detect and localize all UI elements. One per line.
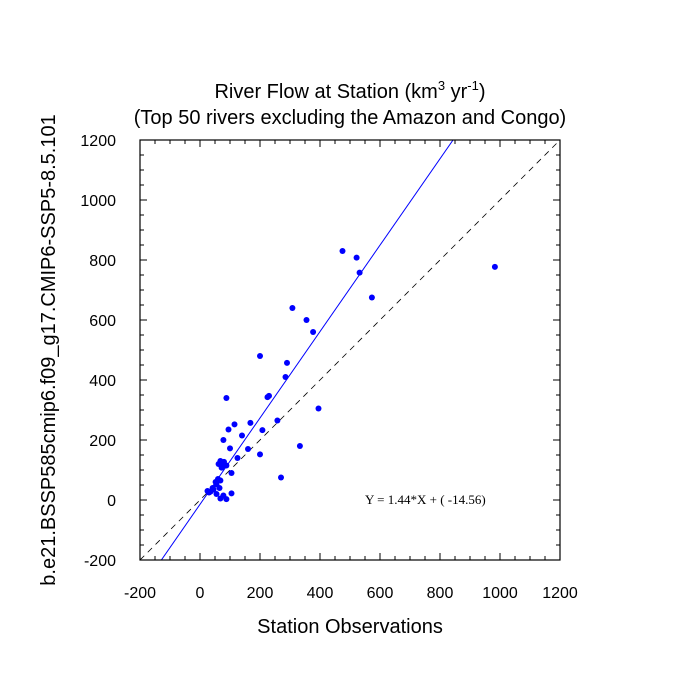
data-point	[257, 451, 263, 458]
data-point	[303, 317, 310, 323]
regression-equation: Y = 1.44*X + ( -14.56)	[365, 492, 486, 507]
data-point	[310, 329, 317, 335]
data-point	[284, 359, 290, 366]
data-point	[228, 470, 235, 476]
data-point	[223, 462, 230, 469]
data-point	[206, 489, 212, 496]
data-point	[282, 374, 289, 380]
y-tick-label: 200	[89, 433, 116, 450]
x-tick-label: 0	[196, 585, 205, 602]
data-point	[210, 486, 217, 493]
data-point	[217, 495, 224, 502]
data-point	[368, 294, 375, 301]
data-point	[231, 421, 238, 428]
chart-title: River Flow at Station (km3 yr-1)	[214, 78, 485, 103]
x-tick-label: 800	[427, 585, 454, 602]
y-tick-label: 800	[89, 253, 116, 270]
data-point	[223, 496, 230, 503]
chart-subtitle: (Top 50 rivers excluding the Amazon and …	[134, 107, 566, 129]
data-point	[223, 395, 230, 401]
plot-area: -200 0 200 400 600 800 1000 1200 -200 0 200 400 600 8…	[80, 133, 578, 602]
data-point	[220, 437, 227, 443]
y-axis-label: b.e21.BSSP585cmip6.f09_g17.CMIP6-SSP5-8.…	[38, 114, 60, 585]
data-point	[247, 419, 254, 426]
data-point	[266, 392, 272, 399]
data-point	[245, 446, 251, 452]
data-point	[274, 417, 281, 424]
data-point	[278, 474, 284, 481]
x-tick-label: -200	[124, 585, 156, 602]
x-tick-label: 400	[307, 585, 334, 602]
data-point	[227, 445, 233, 452]
data-point	[356, 269, 363, 276]
data-point	[353, 254, 360, 261]
x-tick-label: 200	[247, 585, 274, 602]
data-point	[217, 477, 224, 484]
y-tick-label: 600	[89, 313, 116, 330]
y-tick-label: 1000	[80, 193, 116, 210]
data-point	[257, 353, 263, 359]
data-point	[259, 427, 266, 434]
y-tick-label: 0	[107, 493, 116, 510]
x-tick-label: 600	[367, 585, 394, 602]
data-point	[491, 263, 498, 270]
data-point	[315, 405, 322, 412]
y-tick-label: -200	[84, 553, 116, 570]
plot-frame	[139, 139, 561, 561]
y-tick-label: 400	[89, 373, 116, 390]
x-tick-label: 1200	[542, 585, 578, 602]
data-point	[234, 455, 241, 461]
data-point	[213, 491, 220, 497]
data-point	[296, 443, 303, 449]
data-point	[228, 490, 235, 497]
data-point	[339, 248, 346, 254]
y-tick-label: 1200	[80, 133, 116, 150]
x-tick-label: 1000	[482, 585, 518, 602]
data-point	[218, 464, 225, 471]
data-point	[289, 305, 296, 311]
data-point	[216, 485, 223, 491]
data-point	[225, 426, 232, 433]
x-axis-label: Station Observations	[257, 616, 443, 638]
one-to-one-line	[140, 140, 560, 560]
data-point	[239, 432, 245, 439]
